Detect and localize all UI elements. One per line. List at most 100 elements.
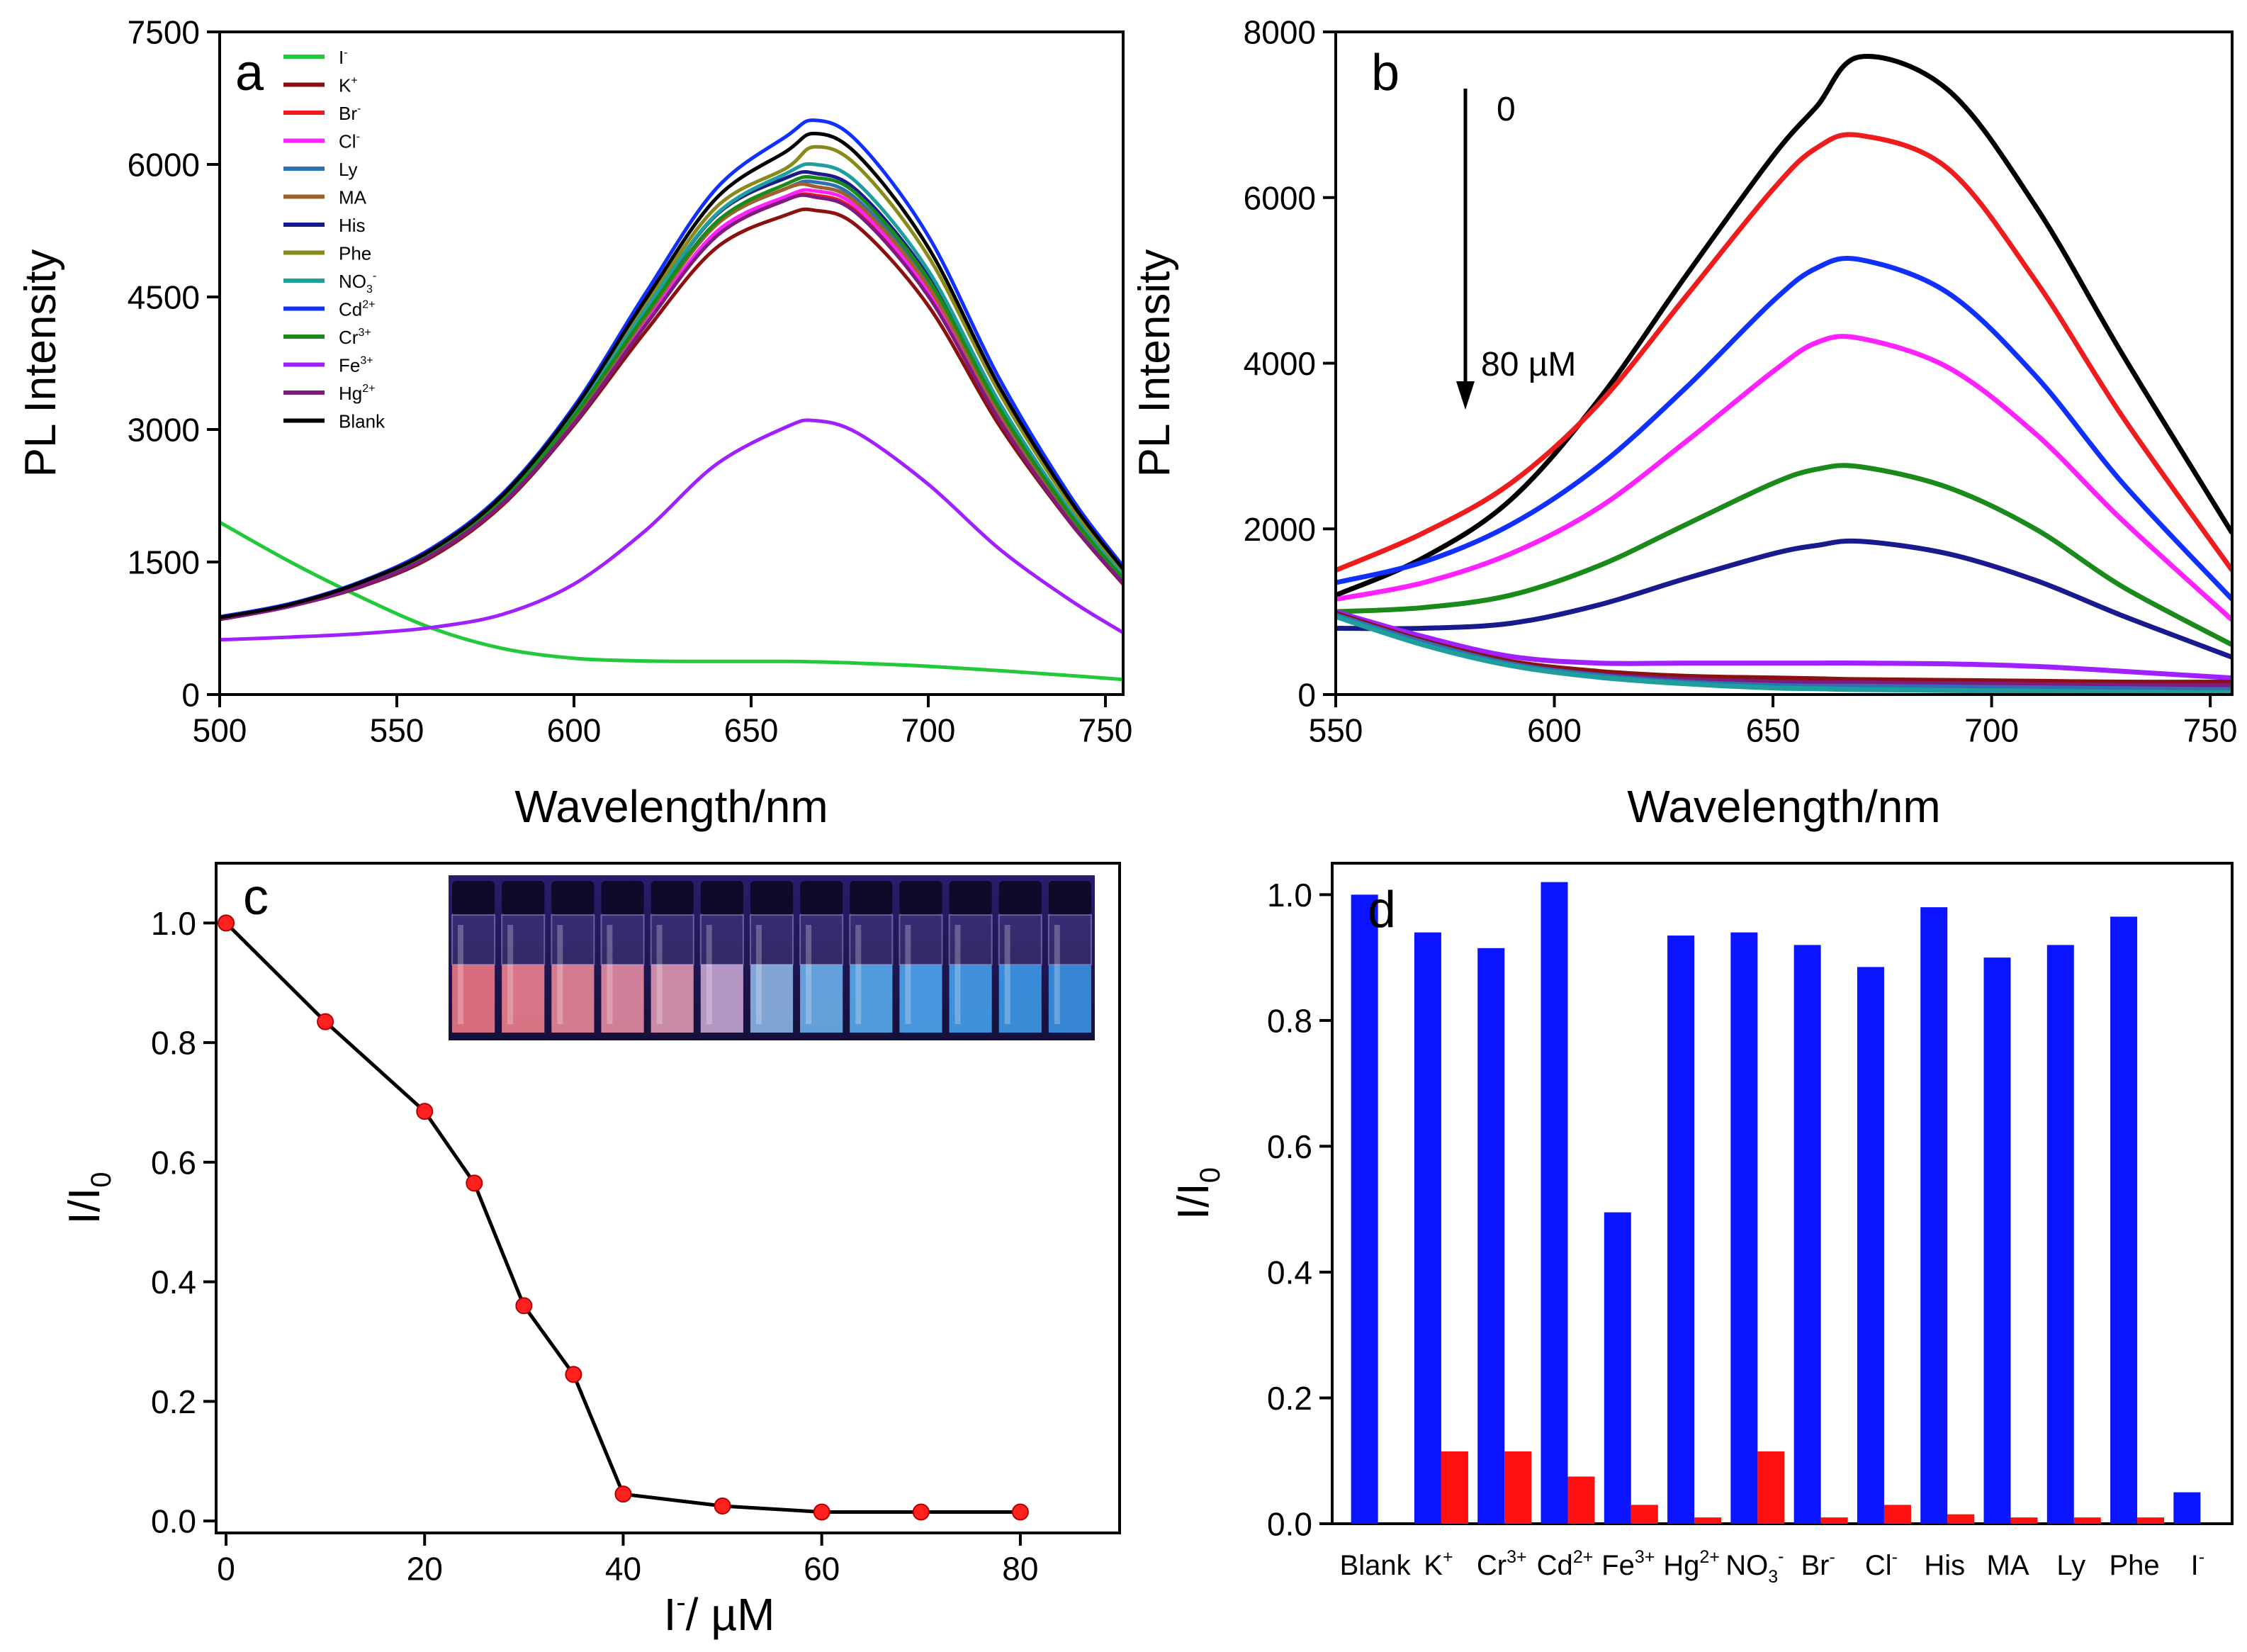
x-tick-label-a: 600 [547,712,602,748]
data-point-c [466,1174,483,1192]
vial-highlight [656,925,663,1024]
bar-blue-d [1414,932,1441,1524]
vial-cap [850,881,893,915]
annotation-bottom-b: 80 µM [1481,346,1576,383]
bar-red-d [1567,1476,1595,1524]
vial-solution [601,965,644,1033]
vial-highlight [507,925,514,1024]
series-line-b-10_M [1336,132,2232,573]
x-tick-label-c: 0 [217,1550,235,1587]
bar-blue-d [1604,1212,1631,1524]
inset-vial [849,881,894,1033]
inset-vial [699,881,744,1033]
vial-cap [1048,881,1091,915]
bar-red-d [1820,1517,1848,1524]
legend-label-a: Cr3+ [339,327,371,348]
vial-highlight [1054,925,1060,1024]
inset-vial [998,881,1042,1033]
x-tick-label-b: 700 [1964,712,2019,748]
y-tick-label-d: 1.0 [1267,877,1312,914]
series-line-b-40_M [1336,609,2232,681]
vial-highlight [1004,925,1010,1024]
x-category-label-d: MA [1987,1550,2029,1581]
x-category-label-d: K+ [1424,1547,1453,1581]
vial-cap [998,881,1042,915]
vial-solution [800,965,843,1033]
vial-glass [650,914,694,965]
x-category-label-d: Cl- [1865,1547,1898,1581]
x-category-label-d: Ly [2056,1550,2085,1581]
x-category-label-d: I- [2191,1547,2204,1581]
vial-cap [651,881,694,915]
series-line-b-80_M [1336,614,2232,695]
x-axis-label-b: Wavelength/nm [1627,781,1940,832]
y-tick-label-c: 0.2 [151,1383,196,1420]
y-tick-label-a: 6000 [128,147,200,184]
bar-blue-d [1667,935,1695,1524]
vial-cap [800,881,843,915]
y-tick-label-a: 1500 [128,544,200,581]
panel-label-c: c [243,869,269,926]
inset-vial [551,881,595,1033]
x-tick-label-c: 60 [804,1550,840,1587]
y-tick-label-c: 0.6 [151,1144,196,1181]
vial-glass [451,914,496,965]
vial-solution [551,965,595,1033]
bar-blue-d [1730,932,1758,1524]
bar-blue-d [2110,916,2138,1524]
data-point-c [1011,1503,1029,1521]
vial-glass [501,914,546,965]
y-tick-label-d: 0.2 [1267,1380,1312,1417]
legend-label-a: NO3- [339,270,376,296]
vial-solution [700,965,743,1033]
inset-vial [948,881,993,1033]
inset-vial [600,881,645,1033]
arrow-head-b [1456,381,1475,410]
legend-label-a: Ly [339,159,358,180]
vial-solution [899,965,942,1033]
y-tick-label-a: 4500 [128,279,200,316]
legend-label-a: His [339,215,366,236]
plot-area-a [220,118,1123,682]
inset-vial [1047,881,1093,1033]
y-tick-label-b: 6000 [1244,179,1316,216]
y-tick-label-a: 7500 [128,14,200,51]
vial-cap [949,881,992,915]
series-line-b-30_M [1336,463,2232,647]
vial-highlight [607,925,613,1024]
x-category-label-d: Cr3+ [1477,1547,1527,1581]
legend-label-a: MA [339,187,367,208]
inset-vial [899,881,943,1033]
x-tick-label-b: 600 [1527,712,1582,748]
x-tick-label-c: 80 [1002,1550,1038,1587]
vial-solution [949,965,992,1033]
vial-glass [849,914,894,965]
bar-red-d [1504,1451,1532,1524]
y-tick-label-c: 0.8 [151,1025,196,1062]
x-tick-label-a: 550 [370,712,424,748]
vial-cap [700,881,743,915]
vial-highlight [458,925,463,1024]
y-tick-label-d: 0.4 [1267,1254,1312,1291]
y-axis-label-d: I/I0 [1169,1167,1226,1220]
y-tick-label-c: 1.0 [151,905,196,942]
x-tick-label-a: 650 [724,712,779,748]
y-tick-label-d: 0.6 [1267,1128,1312,1165]
series-line-a-I_ [220,520,1123,682]
y-tick-label-b: 0 [1297,677,1316,714]
series-group-b [1336,54,2232,695]
inset-vial [650,881,694,1033]
vial-glass [948,914,993,965]
data-point-c [515,1297,533,1315]
panel-label-a: a [235,45,264,101]
panel-label-b: b [1371,45,1400,101]
x-category-label-d: Fe3+ [1601,1547,1655,1581]
bar-red-d [2137,1517,2165,1524]
x-tick-label-a: 750 [1079,712,1133,748]
series-line-b-25_M [1336,334,2232,622]
vial-highlight [706,925,712,1024]
series-line-a-Fe3_ [220,418,1123,642]
inset-vial [799,881,844,1033]
inset-vial [451,881,496,1033]
